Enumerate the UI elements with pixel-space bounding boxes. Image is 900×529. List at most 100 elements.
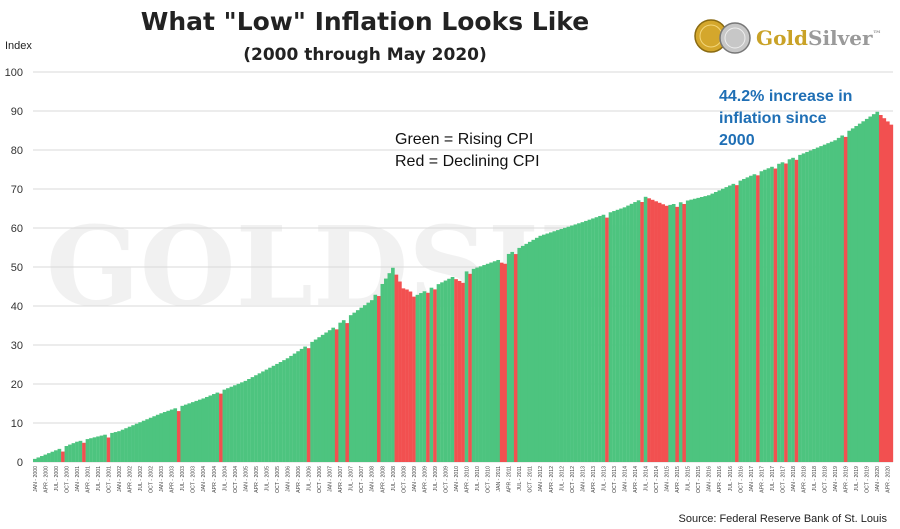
bar-rising <box>861 121 866 463</box>
x-tick-label: JUL - 2015 <box>686 466 692 491</box>
x-tick-label: JUL - 2006 <box>307 466 313 491</box>
bar-rising <box>282 360 286 462</box>
bar-rising <box>840 135 845 462</box>
bar-declining <box>784 163 788 462</box>
bar-rising <box>183 404 188 462</box>
x-tick-label: APR - 2018 <box>801 466 807 493</box>
bar-rising <box>868 116 873 462</box>
x-tick-label: JAN - 2012 <box>538 466 544 492</box>
bar-rising <box>415 294 420 462</box>
x-tick-label: JUL - 2007 <box>349 466 355 491</box>
x-tick-label: APR - 2003 <box>170 466 176 493</box>
y-tick-label: 40 <box>11 301 23 313</box>
y-tick-label: 0 <box>17 457 23 469</box>
x-tick-label: APR - 2007 <box>338 466 344 493</box>
bar-declining <box>433 289 437 462</box>
bar-rising <box>450 276 455 462</box>
bar-rising <box>366 302 371 462</box>
bar-rising <box>566 226 571 462</box>
bar-rising <box>57 448 62 462</box>
x-tick-label: OCT - 2007 <box>359 466 365 493</box>
logo-gold-text: Gold <box>756 26 808 50</box>
x-tick-label: JUL - 2011 <box>517 466 523 491</box>
bar-rising <box>68 444 72 462</box>
bar-rising <box>285 358 290 462</box>
bar-declining <box>661 204 665 462</box>
bar-rising <box>636 200 641 462</box>
bar-declining <box>650 199 655 463</box>
bar-rising <box>685 200 690 462</box>
bar-rising <box>380 283 385 462</box>
bar-rising <box>742 178 746 463</box>
y-tick-label: 90 <box>11 106 23 118</box>
source-note: Source: Federal Reserve Bank of St. Loui… <box>679 513 888 525</box>
x-tick-label: JAN - 2017 <box>749 466 755 492</box>
x-tick-label: OCT - 2008 <box>401 466 407 493</box>
bar-declining <box>426 292 430 462</box>
bar-rising <box>222 389 227 462</box>
bar-rising <box>85 439 90 462</box>
bar-declining <box>306 348 311 462</box>
x-tick-label: APR - 2011 <box>507 466 513 493</box>
bar-rising <box>215 392 220 462</box>
bar-rising <box>829 141 834 462</box>
bar-rising <box>598 215 602 462</box>
bar-declining <box>401 288 406 462</box>
bar-rising <box>696 197 701 462</box>
bar-rising <box>545 233 550 462</box>
x-tick-label: JAN - 2016 <box>707 466 713 492</box>
bar-rising <box>296 351 300 462</box>
x-tick-label: JAN - 2008 <box>370 466 376 492</box>
bar-declining <box>219 393 223 462</box>
bar-declining <box>657 202 662 462</box>
x-tick-label: JAN - 2009 <box>412 466 418 492</box>
x-tick-label: JAN - 2004 <box>201 466 207 492</box>
bar-rising <box>324 332 329 462</box>
x-tick-label: JUL - 2009 <box>433 466 439 491</box>
bar-rising <box>556 230 560 462</box>
bar-rising <box>854 126 859 462</box>
bar-rising <box>815 147 820 462</box>
bar-declining <box>412 296 416 462</box>
x-tick-label: JAN - 2001 <box>75 466 81 492</box>
bar-declining <box>405 289 409 462</box>
x-tick-label: OCT - 2004 <box>233 466 239 493</box>
bar-declining <box>647 198 651 463</box>
x-tick-label: JUL - 2016 <box>728 466 734 491</box>
bar-rising <box>520 245 525 463</box>
bar-rising <box>96 436 100 462</box>
x-tick-label: JAN - 2006 <box>285 466 291 492</box>
bar-declining <box>889 124 894 463</box>
bar-rising <box>629 203 634 462</box>
x-tick-label: OCT - 2011 <box>528 466 534 493</box>
x-tick-label: OCT - 2015 <box>696 466 702 493</box>
bar-rising <box>552 231 557 462</box>
x-tick-label: JUL - 2017 <box>770 466 776 491</box>
bar-rising <box>777 163 781 462</box>
x-tick-label: JAN - 2011 <box>496 466 502 492</box>
bar-rising <box>587 219 592 462</box>
bar-rising <box>436 284 441 462</box>
x-tick-label: OCT - 2014 <box>654 466 660 493</box>
bar-rising <box>510 251 515 462</box>
bar-rising <box>615 209 620 462</box>
bar-rising <box>826 143 830 462</box>
x-tick-label: JUL - 2012 <box>559 466 565 491</box>
x-tick-label: APR - 2002 <box>128 466 134 493</box>
x-tick-label: OCT - 2016 <box>738 466 744 493</box>
y-tick-label: 100 <box>5 67 23 79</box>
bar-declining <box>794 159 799 462</box>
bar-rising <box>110 432 114 462</box>
bar-rising <box>271 365 276 462</box>
bar-declining <box>878 115 883 462</box>
x-tick-label: JUL - 2000 <box>54 466 60 491</box>
bar-rising <box>559 228 564 462</box>
bar-rising <box>805 151 809 462</box>
bar-declining <box>454 279 458 462</box>
x-tick-label: JUL - 2003 <box>180 466 186 491</box>
bar-rising <box>475 267 479 462</box>
bar-rising <box>33 458 37 462</box>
x-tick-label: JAN - 2002 <box>117 466 123 492</box>
